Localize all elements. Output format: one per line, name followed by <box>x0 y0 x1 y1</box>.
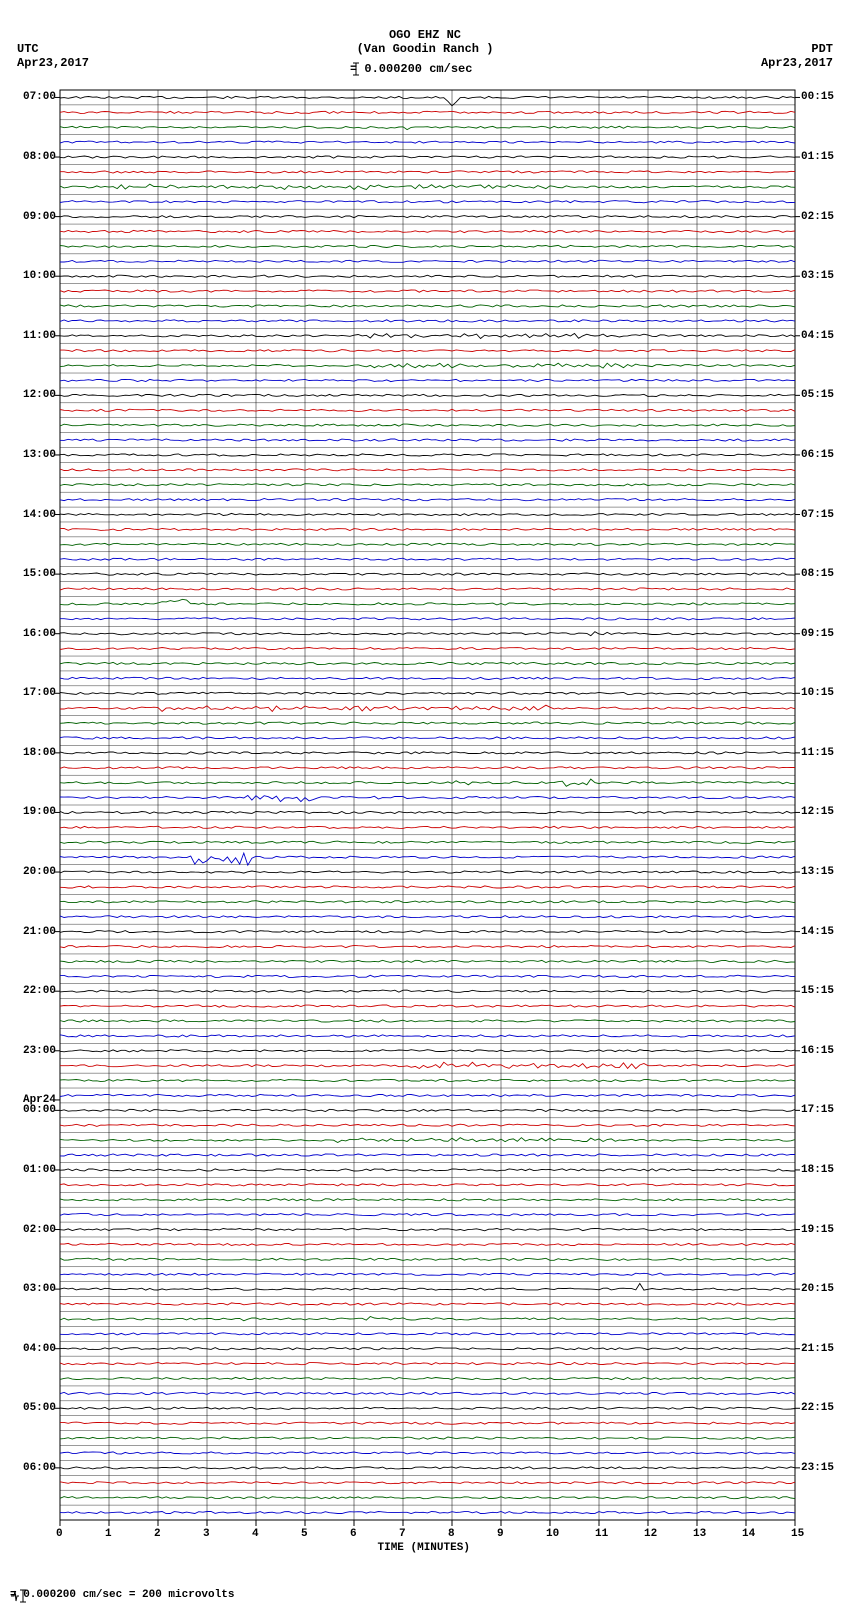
left-tick: 15:00 <box>23 568 56 580</box>
x-tick: 5 <box>301 1528 308 1540</box>
left-tick: 21:00 <box>23 926 56 938</box>
right-tick: 09:15 <box>801 628 834 640</box>
right-tick: 03:15 <box>801 270 834 282</box>
left-tick: 13:00 <box>23 449 56 461</box>
x-tick: 15 <box>791 1528 804 1540</box>
seismogram-container: UTC Apr23,2017 PDT Apr23,2017 OGO EHZ NC… <box>0 0 850 1613</box>
x-tick: 14 <box>742 1528 755 1540</box>
left-tick: 00:00 <box>23 1104 56 1116</box>
left-tick: 02:00 <box>23 1224 56 1236</box>
right-tick: 06:15 <box>801 449 834 461</box>
right-tick: 16:15 <box>801 1045 834 1057</box>
x-axis-label: TIME (MINUTES) <box>378 1542 470 1554</box>
left-tick: 09:00 <box>23 211 56 223</box>
left-tick: 07:00 <box>23 91 56 103</box>
x-tick: 1 <box>105 1528 112 1540</box>
left-tick: 22:00 <box>23 985 56 997</box>
left-tick: 20:00 <box>23 866 56 878</box>
left-tick: 08:00 <box>23 151 56 163</box>
left-tick: 10:00 <box>23 270 56 282</box>
x-tick: 3 <box>203 1528 210 1540</box>
left-tick: 11:00 <box>23 330 56 342</box>
left-tick: 14:00 <box>23 509 56 521</box>
x-tick: 0 <box>56 1528 63 1540</box>
x-tick: 4 <box>252 1528 259 1540</box>
x-tick: 2 <box>154 1528 161 1540</box>
left-tick: 12:00 <box>23 389 56 401</box>
left-tick: 16:00 <box>23 628 56 640</box>
left-tick: 04:00 <box>23 1343 56 1355</box>
left-tick: 03:00 <box>23 1283 56 1295</box>
x-tick: 8 <box>448 1528 455 1540</box>
right-tick: 19:15 <box>801 1224 834 1236</box>
left-tick: 19:00 <box>23 806 56 818</box>
right-tick: 07:15 <box>801 509 834 521</box>
left-tick: 01:00 <box>23 1164 56 1176</box>
right-tick: 22:15 <box>801 1402 834 1414</box>
right-tick: 18:15 <box>801 1164 834 1176</box>
left-tick: 17:00 <box>23 687 56 699</box>
right-tick: 13:15 <box>801 866 834 878</box>
seismogram-plot <box>0 0 850 1613</box>
x-tick: 10 <box>546 1528 559 1540</box>
x-tick: 6 <box>350 1528 357 1540</box>
x-tick: 12 <box>644 1528 657 1540</box>
x-tick: 9 <box>497 1528 504 1540</box>
left-tick: 23:00 <box>23 1045 56 1057</box>
x-tick: 13 <box>693 1528 706 1540</box>
right-tick: 00:15 <box>801 91 834 103</box>
right-tick: 15:15 <box>801 985 834 997</box>
right-tick: 01:15 <box>801 151 834 163</box>
right-tick: 04:15 <box>801 330 834 342</box>
x-tick: 11 <box>595 1528 608 1540</box>
right-tick: 17:15 <box>801 1104 834 1116</box>
right-tick: 02:15 <box>801 211 834 223</box>
right-tick: 12:15 <box>801 806 834 818</box>
left-tick: 06:00 <box>23 1462 56 1474</box>
right-tick: 20:15 <box>801 1283 834 1295</box>
x-tick: 7 <box>399 1528 406 1540</box>
right-tick: 11:15 <box>801 747 834 759</box>
right-tick: 14:15 <box>801 926 834 938</box>
footer-scale: = 0.000200 cm/sec = 200 microvolts <box>10 1589 234 1601</box>
footer-text: = 0.000200 cm/sec = 200 microvolts <box>10 1589 234 1601</box>
right-tick: 10:15 <box>801 687 834 699</box>
right-tick: 23:15 <box>801 1462 834 1474</box>
right-tick: 21:15 <box>801 1343 834 1355</box>
left-tick: 18:00 <box>23 747 56 759</box>
right-tick: 08:15 <box>801 568 834 580</box>
right-tick: 05:15 <box>801 389 834 401</box>
left-tick: 05:00 <box>23 1402 56 1414</box>
